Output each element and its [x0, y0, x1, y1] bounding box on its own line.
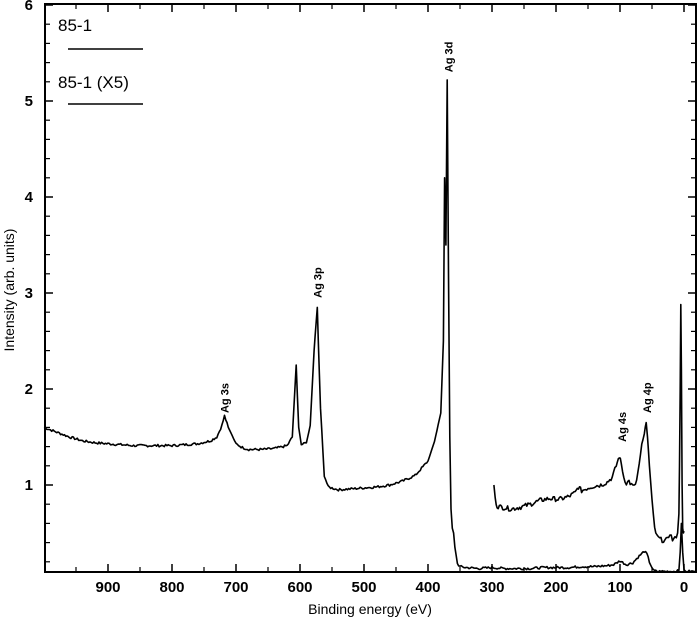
x-tick-label: 200: [543, 579, 568, 596]
peak-label: Ag 3s: [219, 383, 231, 413]
x-tick-label: 500: [351, 579, 376, 596]
y-tick-label: 1: [25, 477, 33, 494]
x-axis-title: Binding energy (eV): [308, 601, 432, 617]
x-tick-label: 600: [287, 579, 312, 596]
y-tick-label: 2: [25, 381, 33, 398]
peak-annotations: Ag 3s Ag 3p Ag 3d Ag 4s Ag 4p: [219, 42, 653, 442]
x-tick-label: 300: [479, 579, 504, 596]
x-axis-ticks: 900 800 700 600 500 400 300 200 100 0: [75, 4, 688, 596]
x-tick-label: 400: [415, 579, 440, 596]
x-tick-label: 900: [95, 579, 120, 596]
y-axis-title: Intensity (arb. units): [1, 229, 17, 352]
peak-label: Ag 4s: [617, 412, 629, 442]
y-tick-label: 5: [25, 93, 33, 110]
y-tick-label: 6: [25, 0, 33, 14]
series-line-85-1: [43, 79, 696, 573]
legend: 85-1 85-1 (X5): [58, 16, 143, 105]
peak-label: Ag 3p: [312, 267, 324, 298]
peak-label: Ag 4p: [642, 382, 654, 413]
peak-label: Ag 3d: [443, 42, 455, 73]
x-tick-label: 800: [159, 579, 184, 596]
x-tick-label: 0: [680, 579, 688, 596]
y-tick-label: 4: [25, 189, 34, 206]
series-line-85-1-x5: [493, 303, 685, 544]
y-tick-label: 3: [25, 285, 33, 302]
legend-label-85-1: 85-1: [58, 16, 92, 35]
x-tick-label: 100: [607, 579, 632, 596]
plot-frame: [44, 3, 697, 573]
x-tick-label: 700: [223, 579, 248, 596]
legend-label-85-1-x5: 85-1 (X5): [58, 73, 129, 92]
y-axis-ticks: 1 2 3 4 5 6: [25, 0, 696, 563]
